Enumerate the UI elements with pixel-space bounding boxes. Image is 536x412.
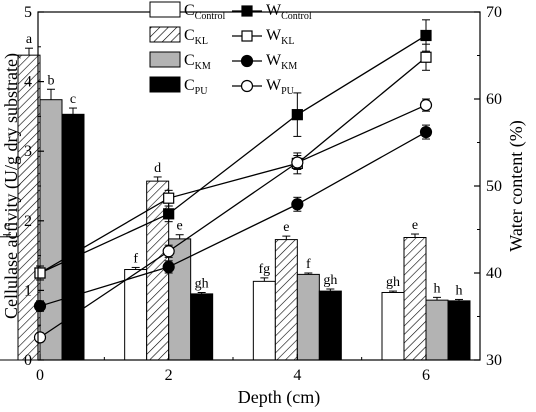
legend: CControl CKL CKM CPU WControl WKL WKM WPU [149,1,312,97]
left-tick-label: 0 [24,352,32,369]
significance-letter: h [434,281,441,296]
legend-marker-wcontrol [241,5,253,17]
x-axis-title: Depth (cm) [238,387,320,408]
bar-pu [190,293,214,361]
legend-label-wkm: WKM [266,52,297,72]
point-wcontrol [163,208,175,220]
left-tick-label: 2 [24,213,32,230]
significance-letter: a [26,32,33,47]
legend-label-wkl: WKL [266,27,294,47]
line-series-group [33,19,433,344]
bar-km [425,299,449,361]
bar-kl [17,54,41,361]
left-tick-label: 4 [24,74,32,91]
significance-letter: e [412,218,418,233]
point-wkl [420,51,432,63]
point-wpu [162,245,175,258]
line-wpu [39,104,427,338]
point-wpu [33,331,47,344]
right-tick-label: 60 [486,91,502,108]
left-tick-label: 3 [24,143,32,160]
x-axis: 0 2 4 6 [36,354,430,384]
x-tick-label: 0 [36,367,44,384]
point-wkm [162,260,175,274]
right-tick-label: 70 [486,4,502,21]
significance-letter: e [177,219,183,234]
significance-letter: f [306,257,311,272]
bar-pu [61,113,85,361]
bar-km [296,273,320,361]
significance-letter: c [70,92,76,107]
legend-label-kl: CKL [184,27,208,47]
point-wkm [33,299,47,313]
point-wkm [419,125,433,139]
legend-label-wpu: WPU [266,77,295,97]
significance-letter: fg [258,262,270,277]
legend-marker-wkm [240,54,254,68]
right-tick-label: 50 [486,178,502,195]
point-wpu [291,156,304,169]
legend-swatch-km [149,51,181,68]
significance-letter: d [154,161,161,176]
bar-control [381,291,405,361]
legend-label-km: CKM [184,52,211,72]
line-wcontrol [39,34,427,274]
left-y-axis: 0 1 2 3 4 5 [24,4,44,369]
legend-label-pu: CPU [184,77,208,97]
legend-label-wcontrol: WControl [266,2,312,22]
point-wcontrol [420,29,432,42]
point-wkm [291,198,304,211]
significance-letter: e [4,219,10,234]
left-tick-label: 1 [24,282,32,299]
right-y-axis: 30 40 50 60 70 [474,4,502,369]
significance-letter: e [283,220,289,235]
significance-letter: gh [386,275,400,290]
legend-swatch-kl [149,26,181,43]
point-wcontrol [291,109,303,121]
line-wkm [39,131,427,307]
x-tick-label: 6 [422,367,430,384]
significance-letter: h [456,283,463,298]
left-tick-label: 5 [24,4,32,21]
bar-control [252,280,276,361]
point-wpu [419,98,433,112]
right-axis-title: Water content (%) [506,120,527,251]
legend-label-control: CControl [184,2,225,22]
significance-letter: b [48,73,55,88]
x-tick-label: 2 [165,367,173,384]
legend-swatch-control [149,1,181,18]
legend-marker-wpu [240,79,254,93]
bar-kl [403,237,427,361]
significance-letter: f [133,251,138,266]
point-wkl [34,267,46,279]
line-wkl [39,56,427,274]
right-tick-label: 30 [486,352,502,369]
bar-km [39,99,63,361]
significance-letter: gh [195,276,209,291]
bar-kl [274,239,298,361]
significance-letter: gh [323,273,337,288]
right-tick-label: 40 [486,265,502,282]
bar-pu [318,290,342,361]
x-tick-label: 4 [293,367,301,384]
bar-pu [447,300,471,361]
point-wkl [163,192,175,204]
legend-swatch-pu [149,76,181,93]
left-axis-title: Cellulase activity (U/g dry substrate) [1,53,22,319]
legend-marker-wkl [241,30,253,42]
bar-control [124,269,148,361]
